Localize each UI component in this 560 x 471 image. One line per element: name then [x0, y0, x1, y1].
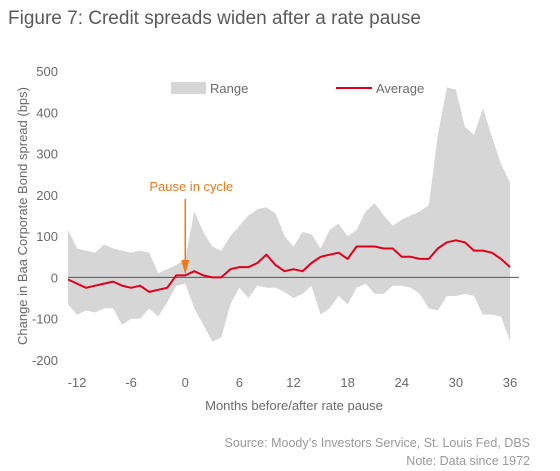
average-line [67, 239, 511, 293]
y-axis-ticks: -200 -100 0 100 200 300 400 500 [32, 64, 58, 368]
y-axis-label-group: Change in Baa Corporate Bond spread (bps… [15, 87, 30, 345]
pause-annotation: Pause in cycle [149, 179, 233, 275]
x-tick-label: 0 [182, 375, 189, 390]
x-axis-ticks: -12 -6 0 6 12 18 24 30 36 [68, 375, 518, 390]
legend: Range Average [171, 81, 424, 96]
x-tick-label: 6 [236, 375, 243, 390]
x-tick-label: 36 [503, 375, 517, 390]
annotation-label: Pause in cycle [149, 179, 233, 194]
x-tick-label: 30 [449, 375, 463, 390]
range-area [68, 87, 510, 342]
legend-range-swatch [171, 82, 206, 94]
source-note: Source: Moody’s Investors Service, St. L… [224, 436, 530, 450]
chart-title: Figure 7: Credit spreads widen after a r… [8, 8, 421, 29]
y-tick-label: 300 [36, 147, 58, 162]
x-tick-label: -12 [68, 375, 87, 390]
data-note: Note: Data since 1972 [406, 454, 530, 468]
y-tick-label: 200 [36, 188, 58, 203]
x-axis-label: Months before/after rate pause [205, 398, 383, 413]
y-axis-label: Change in Baa Corporate Bond spread (bps… [15, 87, 30, 345]
x-tick-label: -6 [125, 375, 137, 390]
x-tick-label: 24 [395, 375, 409, 390]
y-tick-label: -100 [32, 312, 58, 327]
legend-range-label: Range [210, 81, 248, 96]
legend-average-label: Average [376, 81, 424, 96]
y-tick-label: 500 [36, 64, 58, 79]
y-tick-label: 100 [36, 229, 58, 244]
y-tick-label: 0 [51, 270, 58, 285]
y-tick-label: 400 [36, 105, 58, 120]
x-tick-label: 12 [286, 375, 300, 390]
annotation-arrowhead [181, 260, 190, 275]
x-tick-label: 18 [340, 375, 354, 390]
y-tick-label: -200 [32, 353, 58, 368]
